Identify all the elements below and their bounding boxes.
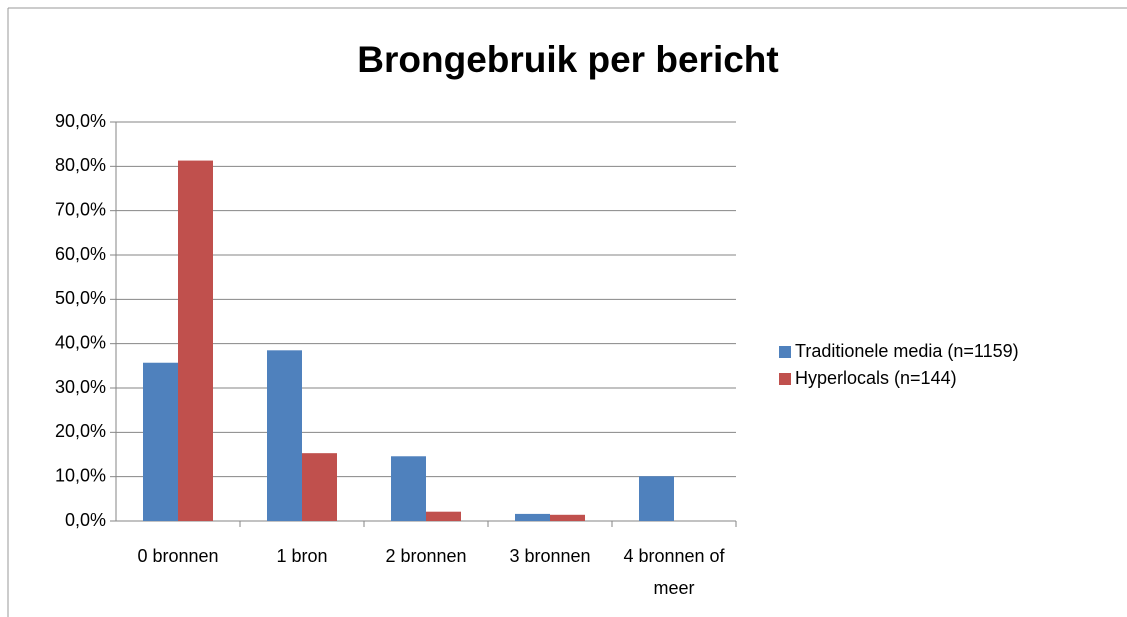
bar <box>178 160 213 521</box>
y-tick-label: 0,0% <box>65 510 106 530</box>
bar <box>391 456 426 521</box>
x-tick-label: 0 bronnen <box>137 546 219 566</box>
legend-swatch <box>779 373 791 385</box>
y-tick-label: 10,0% <box>55 465 106 485</box>
y-tick-label: 90,0% <box>55 111 106 131</box>
y-tick-label: 50,0% <box>55 288 106 308</box>
legend-label: Hyperlocals (n=144) <box>795 368 957 388</box>
x-tick-label: 2 bronnen <box>385 546 467 566</box>
x-tick-label: 4 bronnen of meer <box>623 546 725 598</box>
y-tick-label: 30,0% <box>55 377 106 397</box>
bar <box>426 511 461 521</box>
legend-swatch <box>779 346 791 358</box>
x-tick-label: 3 bronnen <box>509 546 591 566</box>
bar <box>302 453 337 521</box>
y-tick-label: 60,0% <box>55 244 106 264</box>
x-tick-label: 1 bron <box>276 546 328 566</box>
y-tick-label: 70,0% <box>55 199 106 219</box>
bar <box>267 350 302 521</box>
y-tick-label: 40,0% <box>55 332 106 352</box>
y-tick-label: 20,0% <box>55 421 106 441</box>
legend-label: Traditionele media (n=1159) <box>795 341 1019 361</box>
bar <box>515 513 550 521</box>
bar <box>550 514 585 521</box>
bar <box>639 476 674 521</box>
y-tick-label: 80,0% <box>55 155 106 175</box>
bar <box>143 362 178 521</box>
chart-title: Brongebruik per bericht <box>357 39 778 80</box>
